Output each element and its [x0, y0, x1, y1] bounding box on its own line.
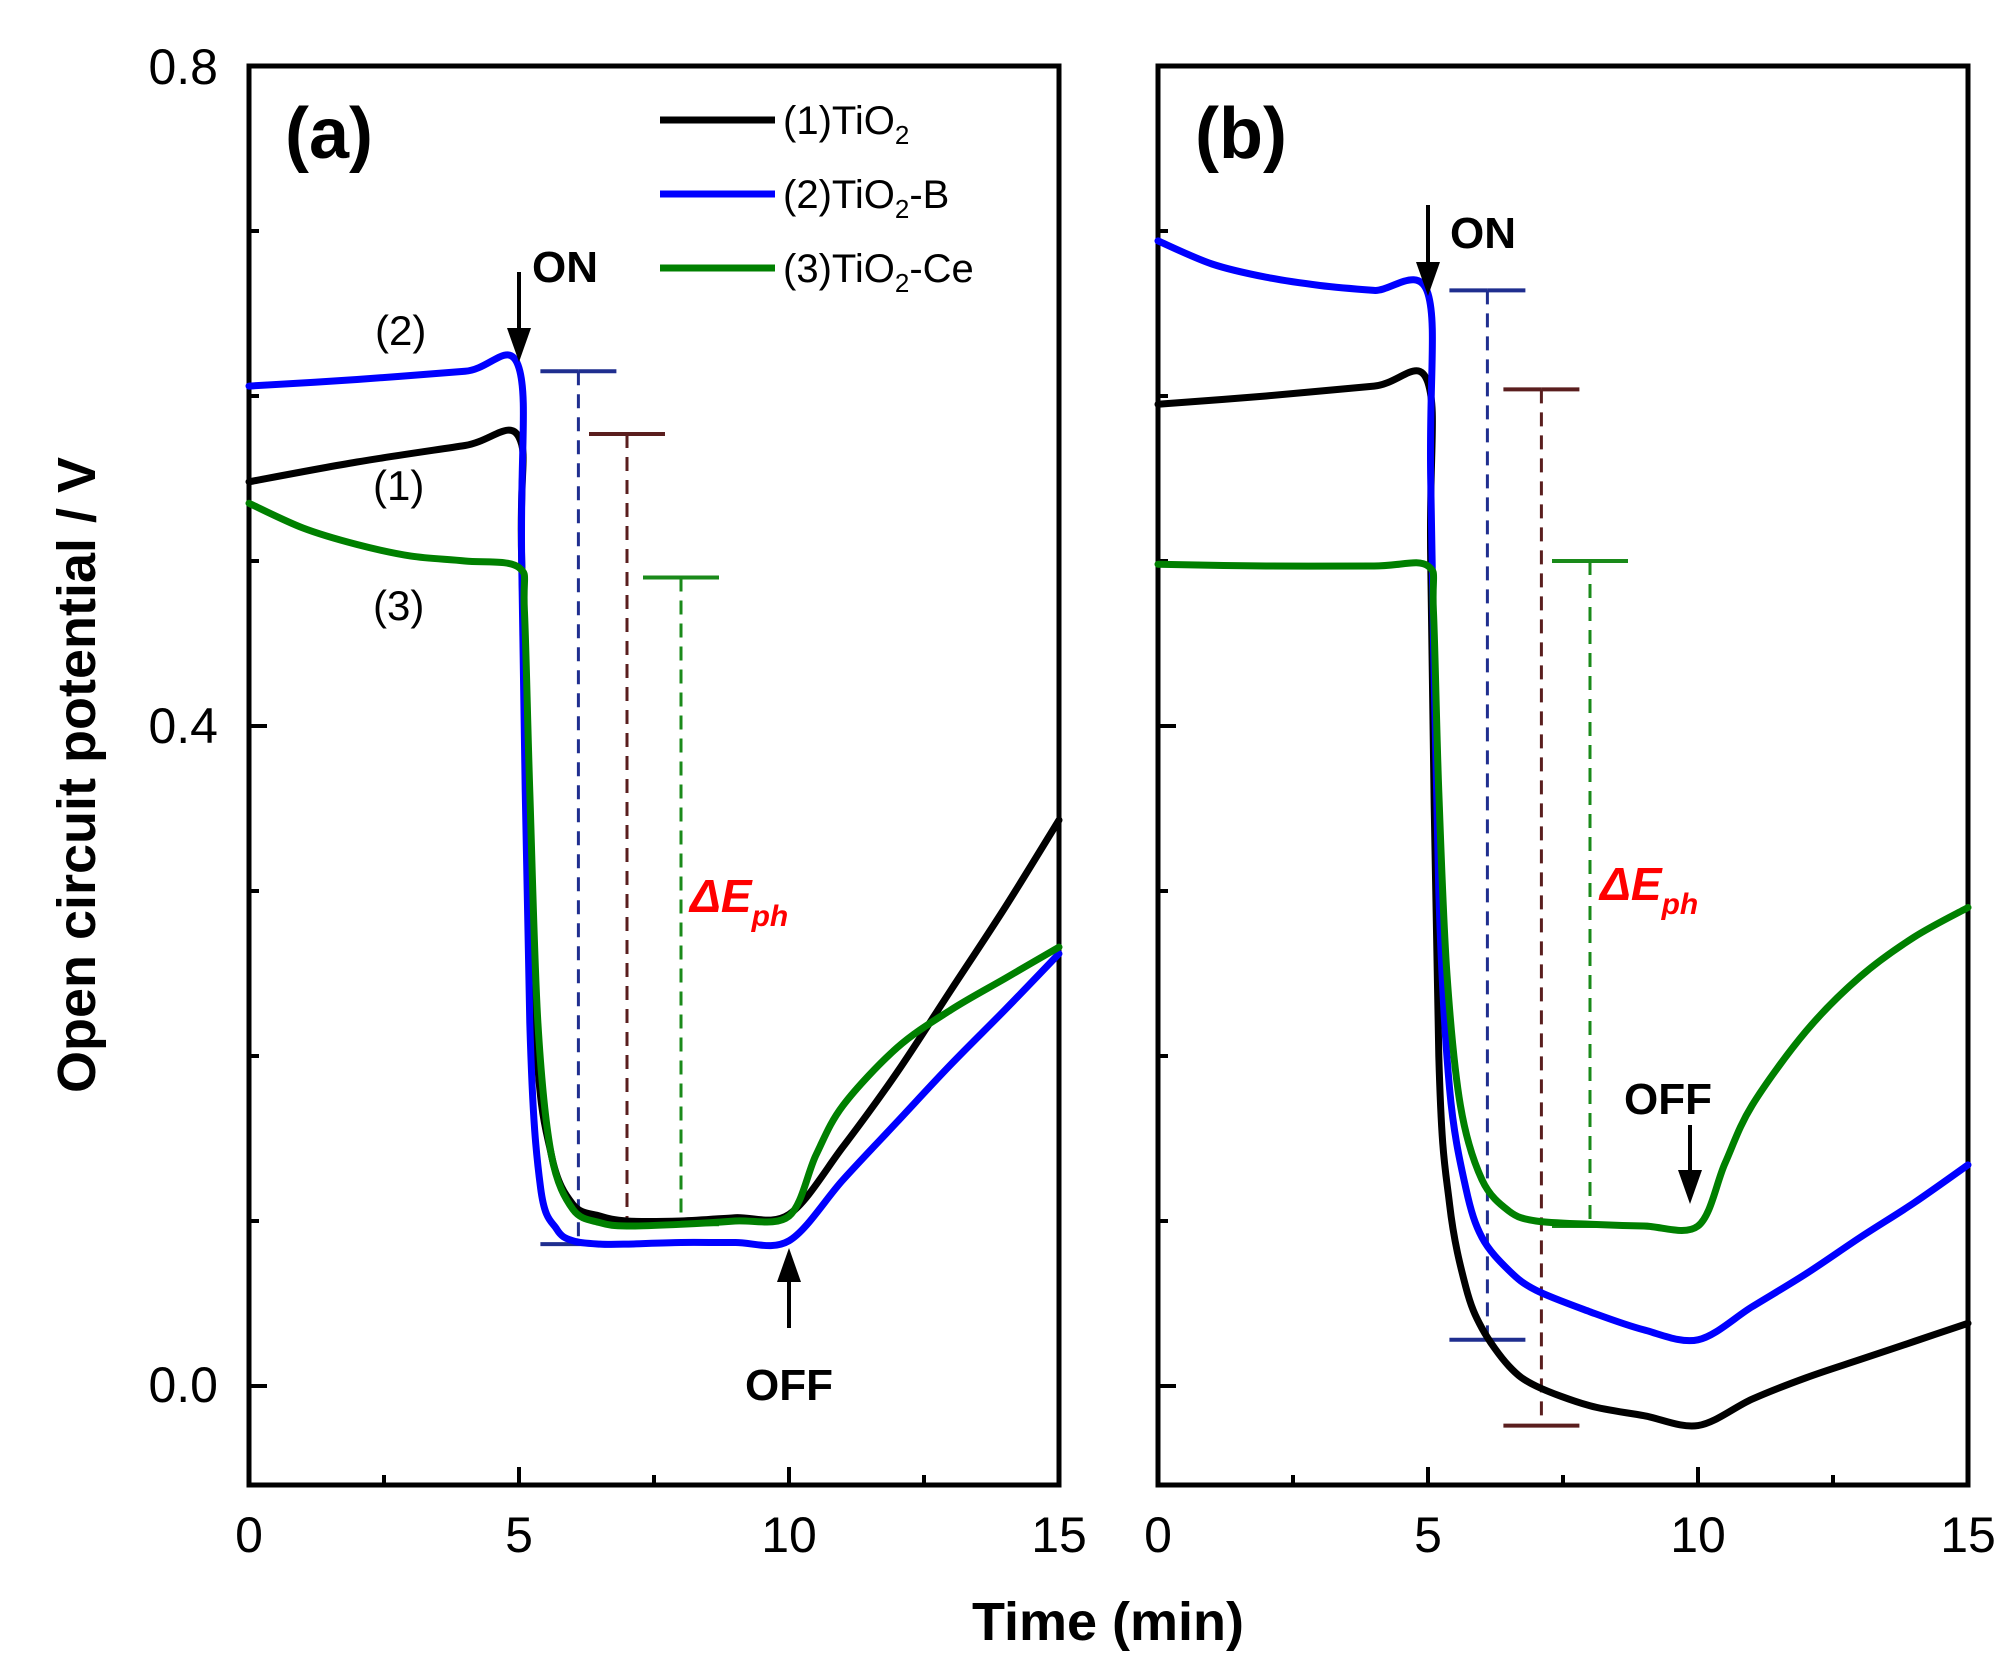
panel-a-on-label: ON	[532, 243, 598, 292]
panel-b-delta-e-label: ΔEph	[1598, 858, 1698, 921]
panel-a-curves	[245, 351, 1063, 1250]
panel-a-curve-label-3: (3)	[373, 582, 424, 629]
panel-a-off-label: OFF	[745, 1361, 833, 1410]
legend-label-tio2-ce: (3)TiO2-Ce	[783, 247, 974, 298]
panel-a-delta-e-label: ΔEph	[688, 870, 788, 933]
panel-b-on-arrow	[1416, 205, 1440, 296]
panel-b-label: (b)	[1195, 94, 1287, 174]
series-a-tio2	[245, 426, 1063, 1225]
y-tick-label-0.8: 0.8	[148, 39, 218, 95]
panel-b-curves	[1154, 237, 1972, 1430]
series-b-tio2_ce	[1154, 559, 1972, 1234]
x-tick-label-b-0: 0	[1144, 1507, 1172, 1563]
legend-label-tio2: (1)TiO2	[783, 99, 909, 150]
panel-a-label: (a)	[285, 94, 373, 174]
y-tick-label-0.0: 0.0	[148, 1357, 218, 1413]
y-tick-label-0.4: 0.4	[148, 698, 218, 754]
panel-a-delta-bars	[540, 369, 719, 1247]
panel-b-off-label: OFF	[1624, 1075, 1712, 1124]
panel-a-curve-label-1: (1)	[373, 462, 424, 509]
panel-b-on-label: ON	[1450, 209, 1516, 258]
x-tick-label-a-0: 0	[235, 1507, 263, 1563]
panel-b-off-arrow	[1678, 1125, 1702, 1204]
x-tick-label-b-10: 10	[1670, 1507, 1726, 1563]
series-b-tio2	[1154, 367, 1972, 1430]
x-tick-label-b-15: 15	[1940, 1507, 1996, 1563]
panel-b-ticks	[1156, 64, 1970, 1485]
series-b-tio2_b	[1154, 237, 1972, 1345]
x-tick-label-a-5: 5	[505, 1507, 533, 1563]
panel-a-off-arrow	[777, 1248, 801, 1328]
legend-label-tio2-b: (2)TiO2-B	[783, 173, 949, 224]
x-tick-label-b-5: 5	[1414, 1507, 1442, 1563]
x-tick-label-a-10: 10	[761, 1507, 817, 1563]
panel-a-on-arrow	[507, 272, 531, 362]
x-axis-title: Time (min)	[972, 1592, 1244, 1652]
series-a-tio2_ce	[245, 499, 1063, 1230]
panel-a-curve-label-2: (2)	[375, 307, 426, 354]
y-axis-title: Open circuit potential / V	[47, 457, 107, 1093]
x-tick-label-a-15: 15	[1031, 1507, 1087, 1563]
panel-a-ticks	[247, 64, 1061, 1485]
legend: (1)TiO2 (2)TiO2-B (3)TiO2-Ce	[660, 99, 974, 298]
series-a-tio2_b	[245, 351, 1063, 1250]
